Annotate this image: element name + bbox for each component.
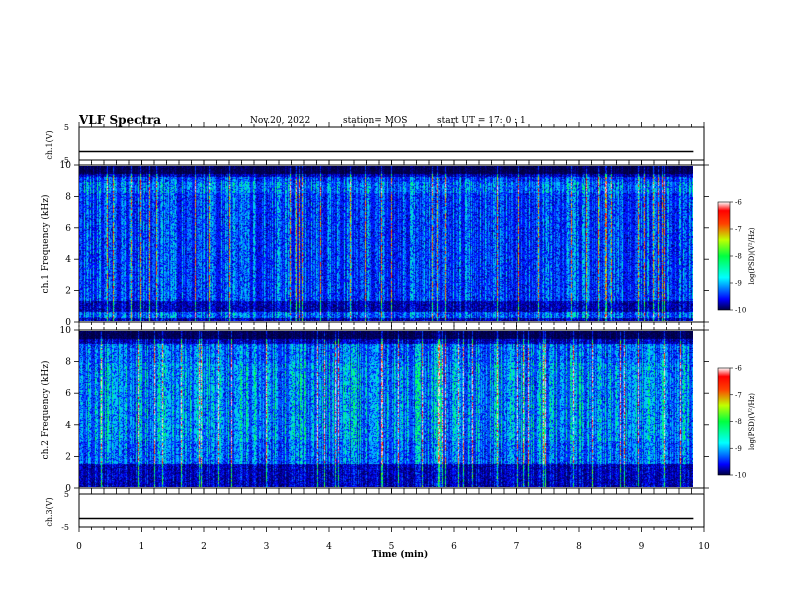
y-tick-label: 5: [64, 490, 69, 499]
y-tick-label: 5: [64, 123, 69, 132]
colorbar-tick-label: -7: [735, 391, 742, 399]
panel-frame-1: [78, 126, 705, 161]
x-tick-label: 0: [76, 542, 82, 552]
colorbar-tick-label: -8: [735, 253, 742, 261]
ch1-voltage-axis-label: ch.1(V): [45, 130, 54, 159]
y-tick-label: 4: [65, 421, 71, 431]
x-tick-label: 7: [514, 542, 520, 552]
colorbar-tick-label: -8: [735, 418, 742, 426]
spectrogram-raster: [79, 331, 693, 487]
colorbar-tick-label: -10: [735, 472, 746, 480]
panel-frame-4: [78, 493, 705, 528]
ch1-frequency-axis-label: ch.1 Frequency (kHz): [40, 195, 51, 294]
ch2-frequency-axis-label: ch.2 Frequency (kHz): [40, 361, 51, 460]
colorbar-tick-label: -6: [735, 365, 742, 373]
x-tick-label: 9: [639, 542, 645, 552]
date-label: Nov.20, 2022: [250, 116, 310, 126]
x-axis-label: Time (min): [372, 549, 429, 560]
x-tick-label: 4: [326, 542, 332, 552]
y-tick-label: -5: [61, 156, 69, 165]
y-tick-label: 2: [65, 452, 71, 462]
colorbar-2: [717, 367, 731, 476]
x-tick-label: 5: [389, 542, 395, 552]
station-label: station= MOS: [343, 116, 407, 126]
colorbar-tick-label: -10: [735, 307, 746, 315]
x-tick-label: 10: [698, 542, 710, 552]
y-tick-label: 0: [65, 318, 71, 328]
y-tick-label: 8: [65, 358, 71, 368]
x-tick-label: 6: [451, 542, 457, 552]
colorbar-label: log(PSD)(V²/Hz): [748, 393, 756, 450]
y-tick-label: 10: [60, 326, 72, 336]
x-tick-label: 1: [139, 542, 145, 552]
x-tick-label: 8: [576, 542, 582, 552]
y-tick-label: 8: [65, 192, 71, 202]
colorbar-tick-label: -6: [735, 199, 742, 207]
colorbar-label: log(PSD)(V²/Hz): [748, 227, 756, 284]
spectrogram-raster: [79, 166, 693, 321]
colorbar-tick-label: -7: [735, 226, 742, 234]
y-tick-label: 4: [65, 255, 71, 265]
ch3-voltage-axis-label: ch.3(V): [45, 497, 54, 526]
ch1-spectrogram-image: [79, 166, 693, 321]
y-tick-label: 2: [65, 287, 71, 297]
colorbar-tick-label: -9: [735, 445, 742, 453]
y-tick-label: 10: [60, 161, 72, 171]
y-tick-label: 0: [65, 484, 71, 494]
y-tick-label: -5: [61, 523, 69, 532]
colorbar-1: [717, 201, 731, 311]
y-tick-label: 6: [65, 389, 71, 399]
x-tick-label: 3: [264, 542, 270, 552]
ch2-spectrogram-image: [79, 331, 693, 487]
colorbar-tick-label: -9: [735, 280, 742, 288]
start-time-label: start UT = 17: 0 : 1: [437, 116, 526, 126]
y-tick-label: 6: [65, 224, 71, 234]
figure-title: VLF Spectra: [78, 113, 161, 127]
x-tick-label: 2: [201, 542, 207, 552]
